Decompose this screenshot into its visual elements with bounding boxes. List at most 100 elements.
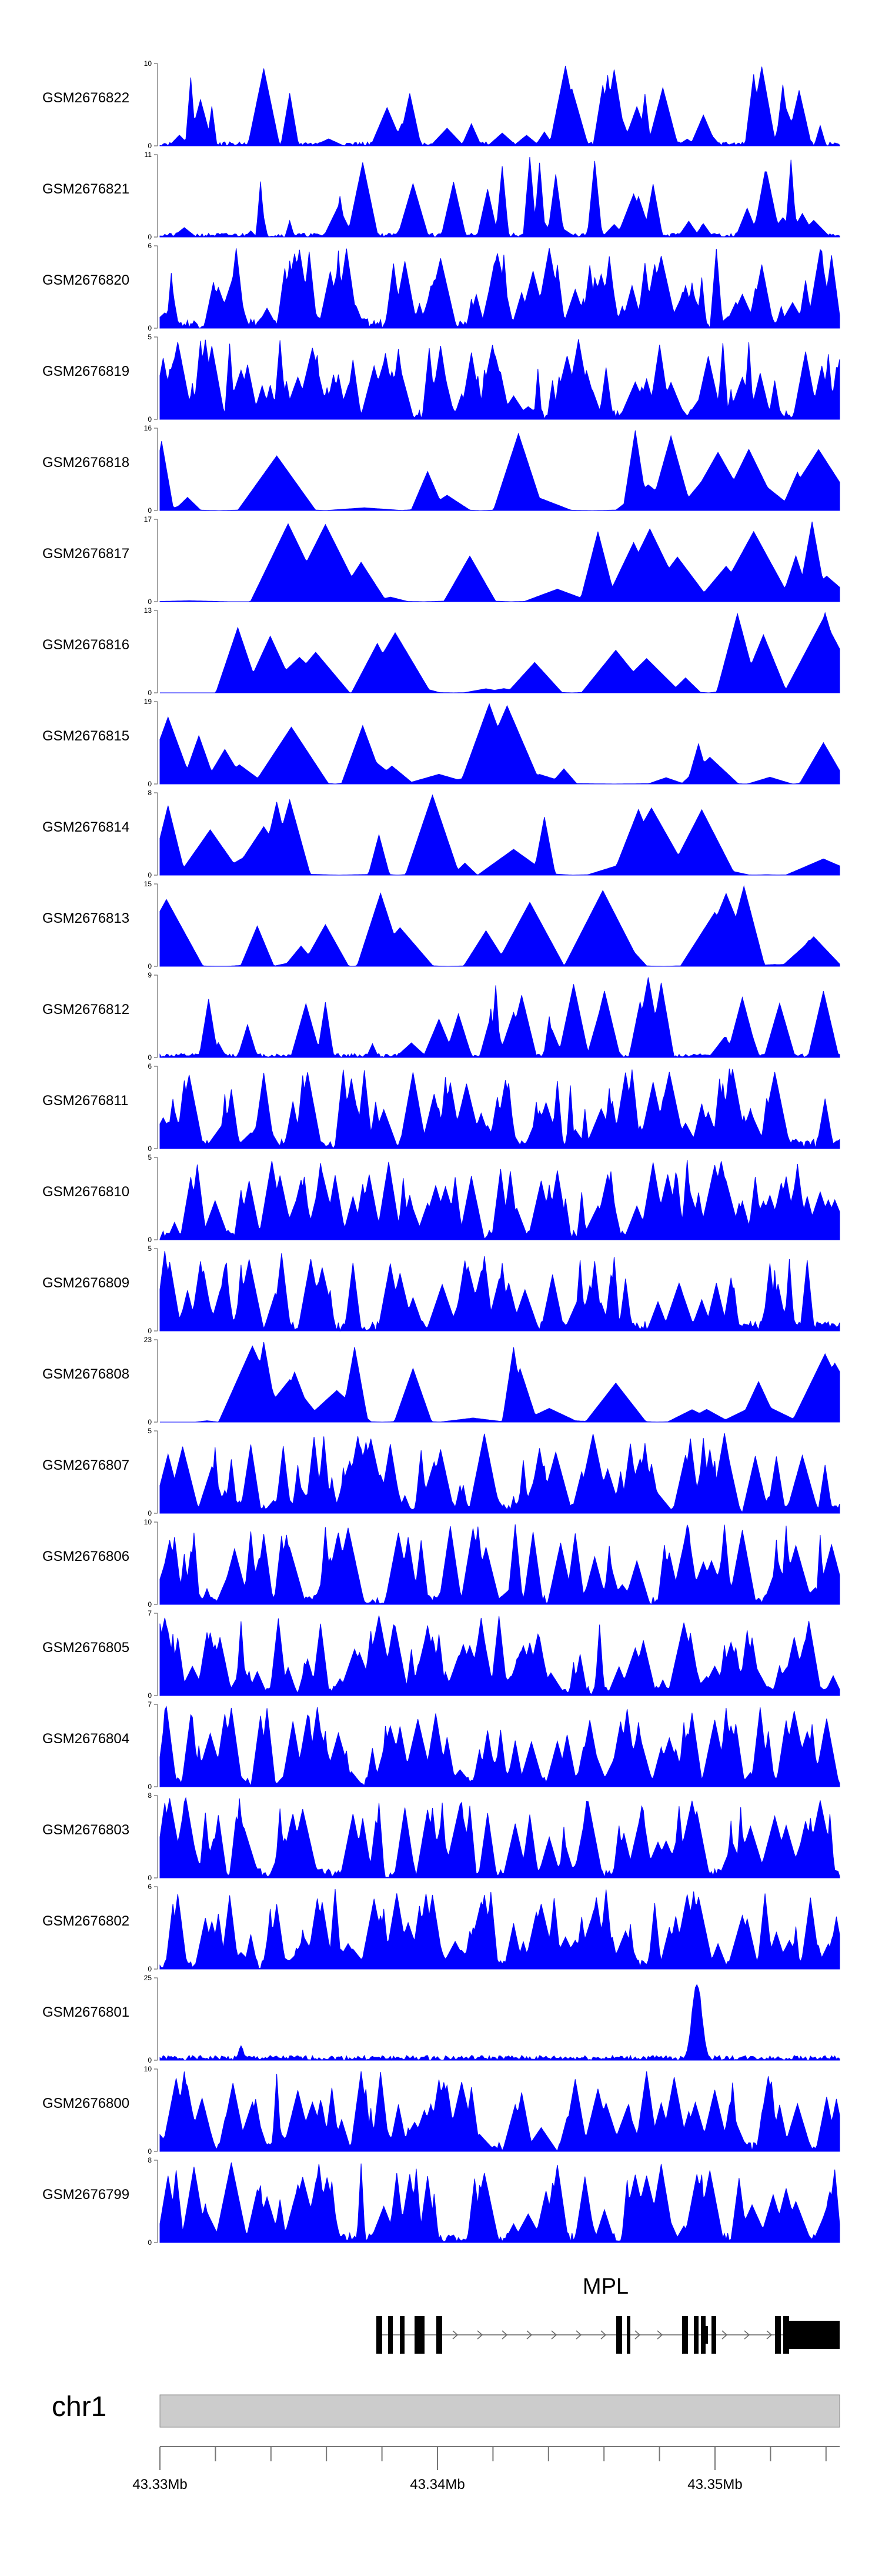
track-label: GSM2676819 [42,363,129,379]
gene-label: MPL [583,2274,629,2299]
axis-tick-label-3: 43.35Mb [687,2477,742,2492]
coverage-area [159,248,840,329]
y-max-label: 5 [148,1244,152,1253]
y-min-label: 0 [148,506,152,515]
track-label: GSM2676808 [42,1366,129,1382]
strand-arrow [576,2330,582,2340]
coverage-area [159,1984,840,2061]
coverage-area [159,339,840,420]
y-min-label: 0 [148,1327,152,1335]
coverage-area [159,2071,840,2152]
y-min-label: 0 [148,1144,152,1153]
exon-8 [682,2316,688,2354]
exon-13 [783,2316,789,2354]
coverage-area [159,1068,840,1149]
axis-tick-label-2: 43.34Mb [410,2477,465,2492]
y-min-label: 0 [148,233,152,241]
track-label: GSM2676803 [42,1822,129,1838]
y-min-label: 0 [148,1600,152,1609]
track-GSM2676816: GSM2676816 13 0 [42,606,840,697]
track-GSM2676814: GSM2676814 8 0 [42,789,840,879]
track-GSM2676813: GSM2676813 15 0 [42,880,840,970]
strand-arrow [502,2330,508,2340]
y-max-label: 6 [148,242,152,250]
y-max-label: 6 [148,1062,152,1070]
chromosome-band [159,2394,840,2428]
track-GSM2676819: GSM2676819 5 0 [42,333,840,423]
strand-arrow [477,2330,483,2340]
axis-tick-label-1: 43.33Mb [132,2477,187,2492]
chromosome-label: chr1 [52,2391,106,2422]
exon-5 [436,2316,442,2354]
y-max-label: 23 [144,1336,152,1344]
exon-6 [616,2316,622,2354]
gene-strand-arrows [452,2330,773,2340]
y-max-label: 8 [148,1791,152,1800]
y-min-label: 0 [148,871,152,879]
track-GSM2676811: GSM2676811 6 0 [42,1062,840,1153]
track-label: GSM2676815 [42,728,129,744]
y-max-label: 13 [144,606,152,615]
y-max-label: 5 [148,333,152,341]
coverage-area [159,430,840,511]
exon-7 [627,2316,630,2354]
track-label: GSM2676801 [42,2004,129,2020]
strand-arrow [551,2330,557,2340]
track-GSM2676806: GSM2676806 10 0 [42,1518,840,1609]
y-min-label: 0 [148,962,152,970]
track-label: GSM2676817 [42,546,129,562]
coverage-area [160,612,840,693]
y-max-label: 11 [145,151,152,159]
y-min-label: 0 [148,1783,152,1791]
y-max-label: 10 [144,59,152,68]
y-max-label: 10 [144,2065,152,2073]
track-GSM2676812: GSM2676812 9 0 [42,971,840,1062]
y-max-label: 19 [144,698,152,706]
track-GSM2676821: GSM2676821 11 0 [42,151,840,241]
y-max-label: 5 [148,1153,152,1162]
track-label: GSM2676820 [42,272,129,288]
exon-12 [775,2316,781,2354]
coverage-area [159,1615,840,1696]
strand-arrow [634,2330,641,2340]
track-label: GSM2676822 [42,90,129,106]
exon-4 [415,2316,425,2354]
gene-exons [376,2316,840,2354]
gene-track: MPL [376,2274,840,2354]
coverage-area [159,1797,840,1878]
strand-arrow [452,2330,459,2340]
exon-11 [711,2316,716,2354]
track-GSM2676809: GSM2676809 5 0 [42,1244,840,1335]
y-max-label: 10 [144,1518,152,1526]
coverage-area [159,65,840,147]
y-min-label: 0 [148,1965,152,1973]
y-min-label: 0 [148,415,152,423]
y-min-label: 0 [148,1053,152,1062]
track-GSM2676803: GSM2676803 8 0 [42,1791,840,1882]
y-max-label: 15 [144,880,152,888]
y-max-label: 17 [144,515,152,523]
exon-9 [694,2316,699,2354]
y-min-label: 0 [148,2238,152,2247]
coverage-area [159,2162,840,2243]
coverage-area [159,1888,840,1970]
strand-arrow [657,2330,663,2340]
coverage-area [159,794,840,876]
y-min-label: 0 [148,324,152,332]
coverage-area [159,977,840,1058]
coverage-area [159,1524,840,1605]
coverage-area [159,1706,840,1787]
track-label: GSM2676811 [42,1093,128,1109]
coverage-tracks: GSM2676822100GSM2676821110GSM267682060GS… [42,59,840,2247]
exon-2 [388,2316,393,2354]
track-GSM2676820: GSM2676820 6 0 [42,242,840,332]
track-GSM2676810: GSM2676810 5 0 [42,1153,840,1244]
strand-arrow [766,2330,773,2340]
strand-arrow [526,2330,533,2340]
track-GSM2676807: GSM2676807 5 0 [42,1427,840,1517]
track-label: GSM2676804 [42,1731,129,1747]
chromosome-axis: chr1 43.33Mb 43.34Mb 43.35Mb [52,2391,840,2492]
track-GSM2676799: GSM2676799 8 0 [42,2156,840,2247]
track-GSM2676802: GSM2676802 6 0 [42,1883,840,1973]
y-min-label: 0 [148,1874,152,1882]
